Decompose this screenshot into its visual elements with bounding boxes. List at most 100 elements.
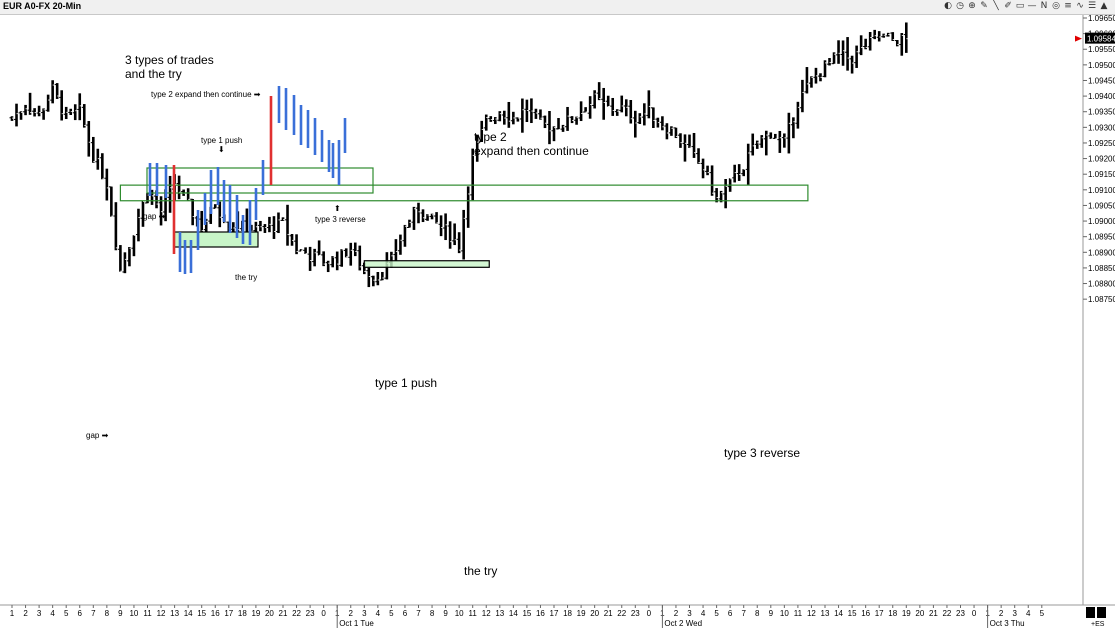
price-tick-label: 1.08950 [1088,233,1115,242]
day-label: Oct 3 Thu [990,619,1025,628]
ohlc-bar [700,158,706,179]
ohlc-bar [131,234,137,257]
ohlc-bar [334,251,340,271]
ohlc-bar [312,248,318,267]
ohlc-bar [59,90,65,121]
price-axis[interactable]: 1.096501.096001.095501.095001.094501.094… [1075,14,1115,304]
corner-label: +ES [1091,621,1105,628]
text-icon[interactable]: N [1040,1,1048,11]
time-tick-label: 9 [769,609,774,618]
annotation-type1: type 1 push [375,376,437,390]
time-tick-label: 4 [1026,609,1031,618]
time-tick-label: 4 [376,609,381,618]
plot-area[interactable] [0,15,1083,605]
time-tick-label: 13 [170,609,179,618]
trendline-icon[interactable]: ╲ [993,1,999,11]
ohlc-bar [190,198,196,226]
ohlc-bar [623,99,629,117]
price-tick-label: 1.08900 [1088,248,1115,257]
ohlc-bar [551,126,557,142]
target-icon[interactable]: ◎ [1052,1,1060,11]
time-tick-label: 19 [251,609,260,618]
zoom-plus-button[interactable] [1097,607,1106,618]
rectangle-icon[interactable]: ▭ [1015,1,1025,11]
price-tick-label: 1.09300 [1088,123,1115,132]
time-tick-label: 11 [469,609,478,618]
ohlc-bar [434,212,440,224]
time-tick-label: 8 [105,609,110,618]
hline-icon[interactable]: — [1027,1,1037,11]
ohlc-bar [587,96,593,119]
bars-icon[interactable]: ≡ [1064,1,1072,11]
up-arrow-icon[interactable]: ▲ [1100,1,1108,11]
time-tick-label: 15 [197,609,206,618]
time-tick-label: 18 [238,609,247,618]
ohlc-bar [77,93,83,121]
ohlc-bar [750,133,756,156]
ohlc-bar [370,275,376,287]
title-bar: EUR A0-FX 20-Min ◐ ◷ ⊕ ✎ ╲ ✐ ▭ — N ◎ ≡ ∿ ☰ ▲ [0,0,1115,15]
ohlc-bar [691,132,697,158]
pen-icon[interactable]: ✐ [1004,1,1012,11]
time-axis[interactable]: 1234567891011121314151617181920212223012… [10,605,1106,628]
ohlc-bar [709,165,715,196]
ohlc-bar [885,32,891,37]
inset-label-gap: gap ➡ [143,212,166,221]
time-tick-label: 14 [509,609,518,618]
ohlc-bar [899,33,905,56]
time-tick-label: 0 [647,609,652,618]
time-tick-label: 14 [834,609,843,618]
ohlc-bar [881,33,887,38]
ohlc-bar [858,35,864,56]
ohlc-bar [614,109,620,116]
price-tick-label: 1.09450 [1088,76,1115,85]
ohlc-bar [456,232,462,254]
time-tick-label: 5 [389,609,394,618]
chart-icon[interactable]: ◐ [944,1,952,11]
ohlc-bar [352,242,358,257]
ohlc-bar [18,111,24,120]
zoom-minus-button[interactable] [1086,607,1095,618]
time-tick-label: 18 [888,609,897,618]
price-tick-label: 1.08850 [1088,264,1115,273]
ohlc-bar [443,213,449,241]
time-tick-label: 3 [1012,609,1017,618]
time-tick-label: 3 [687,609,692,618]
ohlc-bar [786,112,792,154]
crosshair-icon[interactable]: ⊕ [968,1,976,11]
ohlc-bar [827,58,833,66]
pencil-icon[interactable]: ✎ [980,1,988,11]
time-tick-label: 2 [999,609,1004,618]
menu-icon[interactable]: ☰ [1087,1,1097,11]
time-tick-label: 6 [78,609,83,618]
annotation-type2-line2: expand then continue [474,144,589,158]
ohlc-bar [854,45,860,68]
wave-icon[interactable]: ∿ [1076,1,1084,11]
ohlc-bar [537,109,543,120]
ohlc-bar [646,90,652,119]
ohlc-bar [474,134,480,162]
time-tick-label: 5 [714,609,719,618]
ohlc-bar [348,242,354,266]
ohlc-bar [682,134,688,162]
time-tick-label: 3 [362,609,367,618]
ohlc-bar [140,200,146,227]
price-tick-label: 1.08800 [1088,280,1115,289]
time-tick-label: 12 [482,609,491,618]
ohlc-bar [339,249,345,267]
time-tick-label: 16 [861,609,870,618]
ohlc-bar [492,117,498,125]
time-tick-label: 3 [37,609,42,618]
ohlc-bar [840,40,846,66]
clock-icon[interactable]: ◷ [956,1,964,11]
ohlc-bar [429,213,435,220]
time-tick-label: 7 [416,609,421,618]
price-tick-label: 1.09150 [1088,170,1115,179]
ohlc-bar [610,97,616,116]
time-tick-label: 21 [279,609,288,618]
time-tick-label: 10 [455,609,464,618]
ohlc-bar [628,100,634,124]
time-tick-label: 10 [129,609,138,618]
